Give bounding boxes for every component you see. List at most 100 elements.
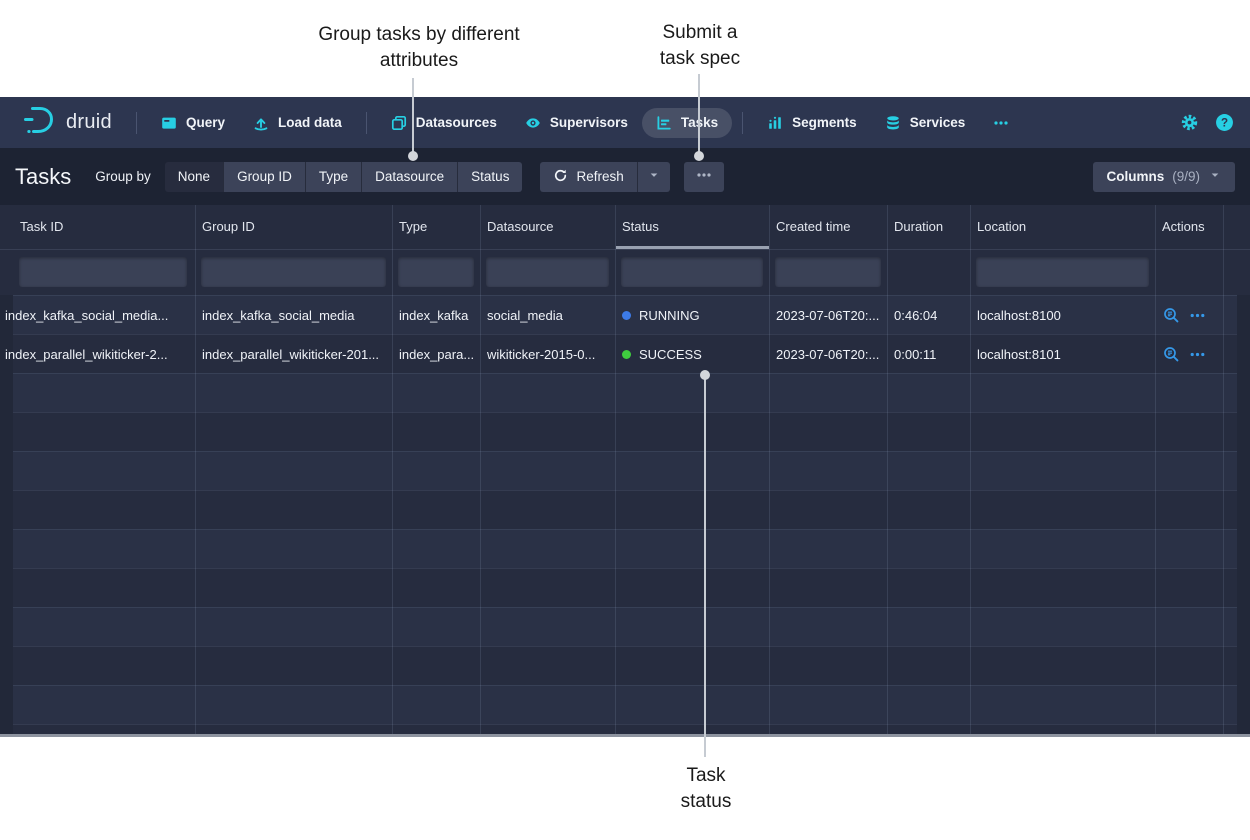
druid-console-window: druid QueryLoad data DatasourcesSuperviso… [0,97,1250,737]
column-divider [480,205,481,734]
callout-dot-submit [694,151,704,161]
row-more-actions-icon[interactable] [1189,307,1206,324]
nav-item-more-menu[interactable] [979,108,1023,138]
nav-item-segments[interactable]: Segments [753,108,871,138]
group-by-none[interactable]: None [165,162,224,192]
empty-row [13,724,1237,734]
column-header-group_id[interactable]: Group ID [195,205,392,249]
table-body: index_kafka_social_media...index_kafka_s… [0,295,1250,734]
annotation-status-line1: Task [646,763,766,789]
cell-created_time: 2023-07-06T20:... [769,296,887,335]
more-icon [993,115,1009,131]
cell-location: localhost:8100 [970,296,1155,335]
gear-icon[interactable] [1180,113,1199,132]
column-header-actions[interactable]: Actions [1155,205,1223,249]
filter-input-group_id[interactable] [201,257,386,287]
filter-input-task_id[interactable] [19,257,187,287]
filter-input-type[interactable] [398,257,474,287]
group-by-type[interactable]: Type [306,162,362,192]
annotation-status-line2: status [646,789,766,815]
cell-task_id[interactable]: index_kafka_social_media... [0,296,195,335]
callout-dot-group-by [408,151,418,161]
column-header-status[interactable]: Status [615,205,769,249]
status-badge: SUCCESS [615,335,769,374]
filter-input-created_time[interactable] [775,257,881,287]
column-header-duration[interactable]: Duration [887,205,970,249]
column-header-created_time[interactable]: Created time [769,205,887,249]
submit-task-more-button[interactable] [684,162,724,192]
nav-item-supervisors[interactable]: Supervisors [511,108,642,138]
callout-line-status [704,379,706,757]
column-header-datasource[interactable]: Datasource [480,205,615,249]
filter-input-datasource[interactable] [486,257,609,287]
nav-item-label: Services [910,115,966,130]
column-header-location[interactable]: Location [970,205,1155,249]
druid-logo[interactable]: druid [22,105,112,140]
upload-icon [253,115,269,131]
column-divider [195,205,196,734]
cell-datasource: wikiticker-2015-0... [480,335,615,374]
refresh-button[interactable]: Refresh [540,162,636,192]
annotation-submit-line1: Submit a [630,20,770,46]
cell-created_time: 2023-07-06T20:... [769,335,887,374]
empty-row [13,685,1237,724]
nav-item-load-data[interactable]: Load data [239,108,356,138]
help-icon[interactable]: ? [1215,113,1234,132]
view-task-details-icon[interactable] [1163,307,1180,324]
tasks-table: Task IDGroup IDTypeDatasourceStatusCreat… [0,205,1250,734]
view-task-details-icon[interactable] [1163,346,1180,363]
nav-item-tasks[interactable]: Tasks [642,108,732,138]
console-icon [161,115,177,131]
chevron-down-icon [1208,168,1222,185]
screenshot-root: Group tasks by different attributes Subm… [0,0,1250,840]
ellipsis-icon [696,167,712,186]
annotation-submit-line2: task spec [630,46,770,72]
empty-row [13,373,1237,412]
cell-type: index_para... [392,335,480,374]
column-divider [392,205,393,734]
cell-group_id: index_kafka_social_media [195,296,392,335]
cell-type: index_kafka [392,296,480,335]
page-title: Tasks [15,164,71,190]
task-row: index_parallel_wikiticker-2...index_para… [13,334,1237,373]
row-more-actions-icon[interactable] [1189,346,1206,363]
column-divider [1155,205,1156,734]
column-divider [1223,205,1224,734]
filter-input-location[interactable] [976,257,1149,287]
column-header-type[interactable]: Type [392,205,480,249]
callout-line-submit [698,74,700,153]
empty-row [13,451,1237,490]
layers-icon [391,115,407,131]
nav-item-services[interactable]: Services [871,108,980,138]
refresh-label: Refresh [576,169,623,184]
filter-input-status[interactable] [621,257,763,287]
cell-task_id[interactable]: index_parallel_wikiticker-2... [0,335,195,374]
nav-item-datasources[interactable]: Datasources [377,108,511,138]
cell-duration: 0:00:11 [887,335,970,374]
nav-divider [136,112,137,134]
group-by-status[interactable]: Status [458,162,522,192]
table-filter-row [0,250,1250,295]
tasks-toolbar: Tasks Group by NoneGroup IDTypeDatasourc… [0,148,1250,205]
column-header-task_id[interactable]: Task ID [0,205,195,249]
refresh-interval-dropdown[interactable] [637,162,670,192]
columns-dropdown[interactable]: Columns (9/9) [1093,162,1235,192]
annotation-group-by-line2: attributes [279,48,559,74]
nav-divider [742,112,743,134]
empty-row [13,529,1237,568]
refresh-button-group: Refresh [540,162,669,192]
nav-divider [366,112,367,134]
group-by-datasource[interactable]: Datasource [362,162,458,192]
cell-group_id: index_parallel_wikiticker-201... [195,335,392,374]
annotation-group-by: Group tasks by different attributes [279,22,559,74]
cell-actions [1155,296,1223,335]
empty-row [13,490,1237,529]
status-label: RUNNING [639,308,700,323]
svg-text:?: ? [1221,117,1228,130]
nav-item-query[interactable]: Query [147,108,239,138]
nav-right-icons: ? [1180,113,1234,132]
empty-row [13,646,1237,685]
group-by-group-id[interactable]: Group ID [224,162,306,192]
cell-duration: 0:46:04 [887,296,970,335]
callout-line-group-by [412,78,414,153]
